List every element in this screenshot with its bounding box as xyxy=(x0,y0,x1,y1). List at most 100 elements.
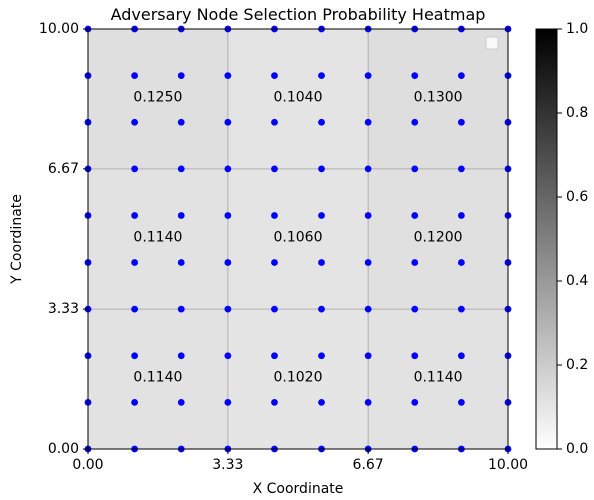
node-point xyxy=(411,212,419,219)
node-point xyxy=(411,352,419,360)
node-point xyxy=(411,259,419,266)
heatmap-cell-7 xyxy=(88,309,228,449)
node-point xyxy=(224,72,232,80)
colorbar xyxy=(535,28,558,450)
node-point xyxy=(131,72,139,80)
node-point xyxy=(177,118,185,126)
cell-value-label: 0.1250 xyxy=(133,90,182,106)
node-point xyxy=(177,352,185,360)
node-point xyxy=(131,165,139,173)
node-point xyxy=(224,305,232,313)
node-point xyxy=(411,72,419,80)
cell-value-label: 0.1020 xyxy=(274,370,323,386)
cell-value-label: 0.1300 xyxy=(414,90,463,106)
node-point xyxy=(224,259,232,266)
node-point xyxy=(271,118,278,126)
cell-value-label: 0.1200 xyxy=(414,230,463,246)
node-point xyxy=(177,72,185,80)
node-point xyxy=(131,118,139,126)
heatmap-cells xyxy=(88,29,508,449)
y-axis-ticks: 0.00 3.33 6.67 10.00 xyxy=(39,21,88,457)
cell-value-label: 0.1060 xyxy=(274,230,323,246)
cell-value-label: 0.1140 xyxy=(133,370,182,386)
node-point xyxy=(271,352,278,360)
node-point xyxy=(364,72,372,80)
x-tick-label: 6.67 xyxy=(353,457,384,473)
heatmap-cell-2 xyxy=(227,29,369,169)
x-tick-label: 3.33 xyxy=(212,457,243,473)
node-point xyxy=(318,305,325,313)
node-point xyxy=(177,165,185,173)
y-tick-label: 10.00 xyxy=(39,21,79,37)
heatmap-cell-9 xyxy=(368,309,508,449)
node-points xyxy=(84,25,512,453)
colorbar-tick-label: 0.6 xyxy=(566,189,588,205)
colorbar-tick-label: 0.2 xyxy=(566,357,588,373)
node-point xyxy=(364,398,372,406)
x-tick-label: 10.00 xyxy=(488,457,528,473)
cell-value-label: 0.1140 xyxy=(414,370,463,386)
heatmap-cell-3 xyxy=(368,29,508,169)
chart-title: Adversary Node Selection Probability Hea… xyxy=(111,5,486,24)
node-point xyxy=(318,398,325,406)
node-point xyxy=(131,305,139,313)
node-point xyxy=(224,118,232,126)
node-point xyxy=(318,118,325,126)
node-point xyxy=(131,259,139,266)
node-point xyxy=(177,212,185,219)
node-point xyxy=(271,72,278,80)
x-tick-label: 0.00 xyxy=(72,457,103,473)
cell-value-label: 0.1140 xyxy=(133,230,182,246)
node-point xyxy=(177,259,185,266)
node-point xyxy=(457,72,465,80)
x-axis-label: X Coordinate xyxy=(253,481,344,497)
heatmap-cell-8 xyxy=(227,309,369,449)
plot-frame xyxy=(87,28,509,450)
node-point xyxy=(318,72,325,80)
y-tick-label: 3.33 xyxy=(48,301,79,317)
node-point xyxy=(177,398,185,406)
node-point xyxy=(271,398,278,406)
node-point xyxy=(457,165,465,173)
node-point xyxy=(271,212,278,219)
node-point xyxy=(224,165,232,173)
node-point xyxy=(131,212,139,219)
node-point xyxy=(131,352,139,360)
y-axis-label: Y Coordinate xyxy=(9,194,25,285)
node-point xyxy=(457,305,465,313)
heatmap-cell-5 xyxy=(227,168,369,310)
node-point xyxy=(318,165,325,173)
node-point xyxy=(411,118,419,126)
node-point xyxy=(457,259,465,266)
colorbar-tick-label: 0.8 xyxy=(566,105,588,121)
node-point xyxy=(364,305,372,313)
cell-labels: 0.1250 0.1040 0.1300 0.1140 0.1060 0.1200 0.11… xyxy=(133,90,462,386)
node-point xyxy=(364,165,372,173)
cell-value-label: 0.1040 xyxy=(274,90,323,106)
node-point xyxy=(318,212,325,219)
node-point xyxy=(271,259,278,266)
node-point xyxy=(411,165,419,173)
colorbar-tick-label: 0.4 xyxy=(566,273,588,289)
node-point xyxy=(364,259,372,266)
node-point xyxy=(131,398,139,406)
node-point xyxy=(224,212,232,219)
legend-box xyxy=(485,36,499,50)
node-point xyxy=(457,398,465,406)
node-point xyxy=(457,118,465,126)
x-axis-ticks: 0.00 3.33 6.67 10.00 xyxy=(72,449,528,473)
node-point xyxy=(271,165,278,173)
colorbar-tick-label: 0.0 xyxy=(566,441,588,457)
node-point xyxy=(271,305,278,313)
node-point xyxy=(411,398,419,406)
node-point xyxy=(364,352,372,360)
node-point xyxy=(457,212,465,219)
node-point xyxy=(177,305,185,313)
node-point xyxy=(457,352,465,360)
y-tick-label: 0.00 xyxy=(48,441,79,457)
node-point xyxy=(364,118,372,126)
heatmap-cell-4 xyxy=(88,168,228,310)
heatmap-cell-6 xyxy=(368,168,508,310)
colorbar-ticks: 0.0 0.2 0.4 0.6 0.8 1.0 xyxy=(557,21,588,457)
